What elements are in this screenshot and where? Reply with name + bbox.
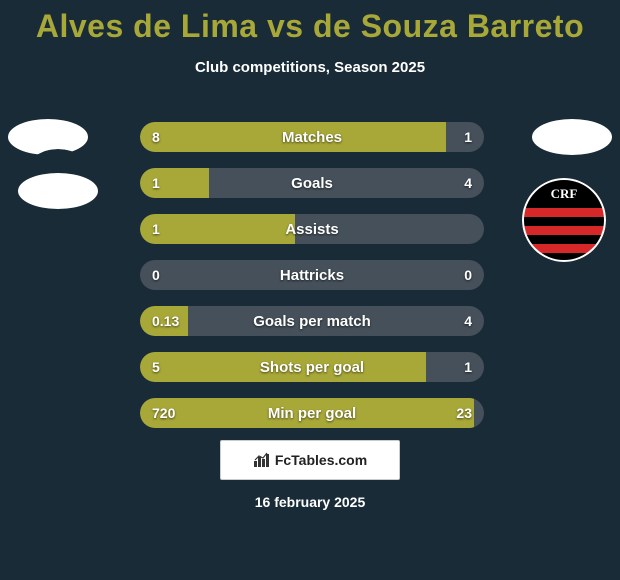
page-title: Alves de Lima vs de Souza Barreto — [0, 0, 620, 45]
stat-value-left: 1 — [152, 214, 160, 244]
stat-value-left: 720 — [152, 398, 175, 428]
stat-value-left: 8 — [152, 122, 160, 152]
stat-fill-left — [140, 352, 426, 382]
player-left-avatar-2 — [16, 149, 100, 233]
subtitle: Club competitions, Season 2025 — [0, 59, 620, 76]
stat-value-left: 0 — [152, 260, 160, 290]
stat-value-right: 1 — [464, 352, 472, 382]
stat-row: 0 0Hattricks — [140, 260, 484, 290]
date-label: 16 february 2025 — [0, 494, 620, 510]
stat-value-right: 4 — [464, 168, 472, 198]
stat-row: 1Assists — [140, 214, 484, 244]
stat-row: 14Goals — [140, 168, 484, 198]
stat-row: 72023Min per goal — [140, 398, 484, 428]
club-crest-icon: CRF — [522, 178, 606, 262]
stat-fill-left — [140, 122, 446, 152]
stat-row: 0.13 4Goals per match — [140, 306, 484, 336]
stat-value-right: 1 — [464, 122, 472, 152]
stats-comparison: 81Matches14Goals1Assists00Hattricks0.134… — [140, 122, 484, 444]
chart-icon — [253, 451, 271, 469]
site-badge-label: FcTables.com — [275, 452, 367, 468]
stat-value-left: 5 — [152, 352, 160, 382]
stat-row: 81Matches — [140, 122, 484, 152]
stat-value-right: 23 — [456, 398, 472, 428]
stat-label: Goals per match — [140, 306, 484, 336]
player-right-avatar-1 — [530, 95, 614, 179]
stat-value-left: 1 — [152, 168, 160, 198]
stat-fill-left — [140, 168, 209, 198]
stat-row: 51Shots per goal — [140, 352, 484, 382]
stat-fill-left — [140, 398, 474, 428]
stat-value-right: 0 — [464, 260, 472, 290]
site-badge[interactable]: FcTables.com — [220, 440, 400, 480]
stat-label: Hattricks — [140, 260, 484, 290]
stat-fill-left — [140, 214, 295, 244]
svg-text:CRF: CRF — [551, 186, 578, 201]
stat-value-right: 4 — [464, 306, 472, 336]
stat-value-left: 0.13 — [152, 306, 179, 336]
